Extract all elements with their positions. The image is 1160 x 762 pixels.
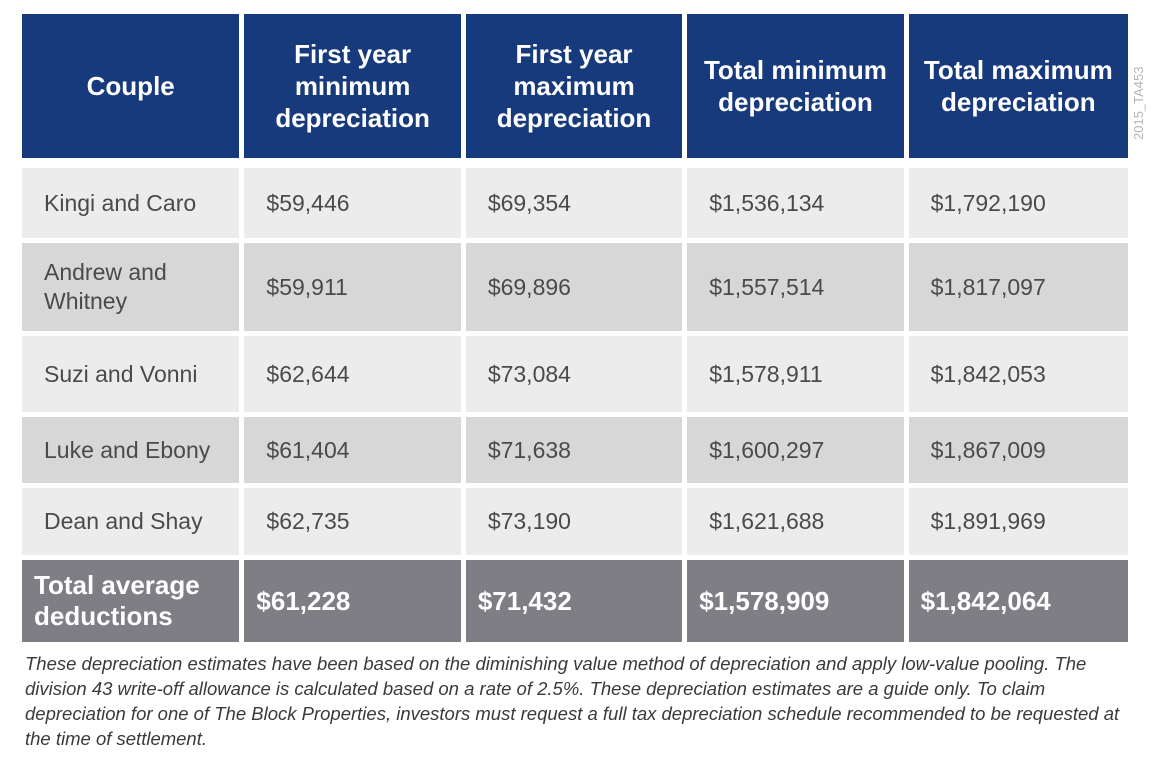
table-row: Suzi and Vonni $62,644 $73,084 $1,578,91… [22,336,1129,412]
couple-cell: Kingi and Caro [22,168,240,238]
value-cell: $1,842,053 [908,336,1129,412]
total-value: $1,578,909 [687,560,904,642]
value-cell: $59,911 [244,243,461,331]
table-row: Kingi and Caro $59,446 $69,354 $1,536,13… [22,168,1129,238]
total-row: Total average deductions $61,228 $71,432… [22,560,1129,642]
couple-cell: Andrew and Whitney [22,243,240,331]
value-cell: $1,600,297 [687,417,904,483]
value-cell: $69,354 [465,168,683,238]
value-cell: $1,621,688 [687,488,904,555]
value-cell: $1,578,911 [687,336,904,412]
value-cell: $71,638 [465,417,683,483]
header-couple: Couple [22,14,240,158]
value-cell: $62,735 [244,488,461,555]
value-cell: $73,084 [465,336,683,412]
table-row: Dean and Shay $62,735 $73,190 $1,621,688… [22,488,1129,555]
total-value: $1,842,064 [908,560,1129,642]
value-cell: $69,896 [465,243,683,331]
total-value: $71,432 [465,560,683,642]
couple-cell: Dean and Shay [22,488,240,555]
total-label: Total average deductions [22,560,240,642]
couple-cell: Luke and Ebony [22,417,240,483]
couple-cell: Suzi and Vonni [22,336,240,412]
value-cell: $1,536,134 [687,168,904,238]
total-value: $61,228 [244,560,461,642]
header-first-year-max: First year maximum depreciation [465,14,683,158]
footnote: These depreciation estimates have been b… [25,653,1120,749]
value-cell: $1,792,190 [908,168,1129,238]
header-total-min: Total minimum depreciation [687,14,904,158]
header-first-year-min: First year minimum depreciation [244,14,461,158]
value-cell: $61,404 [244,417,461,483]
table-header-row: Couple First year minimum depreciation F… [22,14,1129,158]
value-cell: $1,817,097 [908,243,1129,331]
header-total-max: Total maximum depreciation [908,14,1129,158]
value-cell: $59,446 [244,168,461,238]
table-row: Andrew and Whitney $59,911 $69,896 $1,55… [22,243,1129,331]
value-cell: $1,867,009 [908,417,1129,483]
table-row: Luke and Ebony $61,404 $71,638 $1,600,29… [22,417,1129,483]
image-code: 2015_TA453 [1131,66,1146,141]
depreciation-table: Couple First year minimum depreciation F… [22,14,1129,647]
value-cell: $1,891,969 [908,488,1129,555]
value-cell: $1,557,514 [687,243,904,331]
value-cell: $62,644 [244,336,461,412]
value-cell: $73,190 [465,488,683,555]
